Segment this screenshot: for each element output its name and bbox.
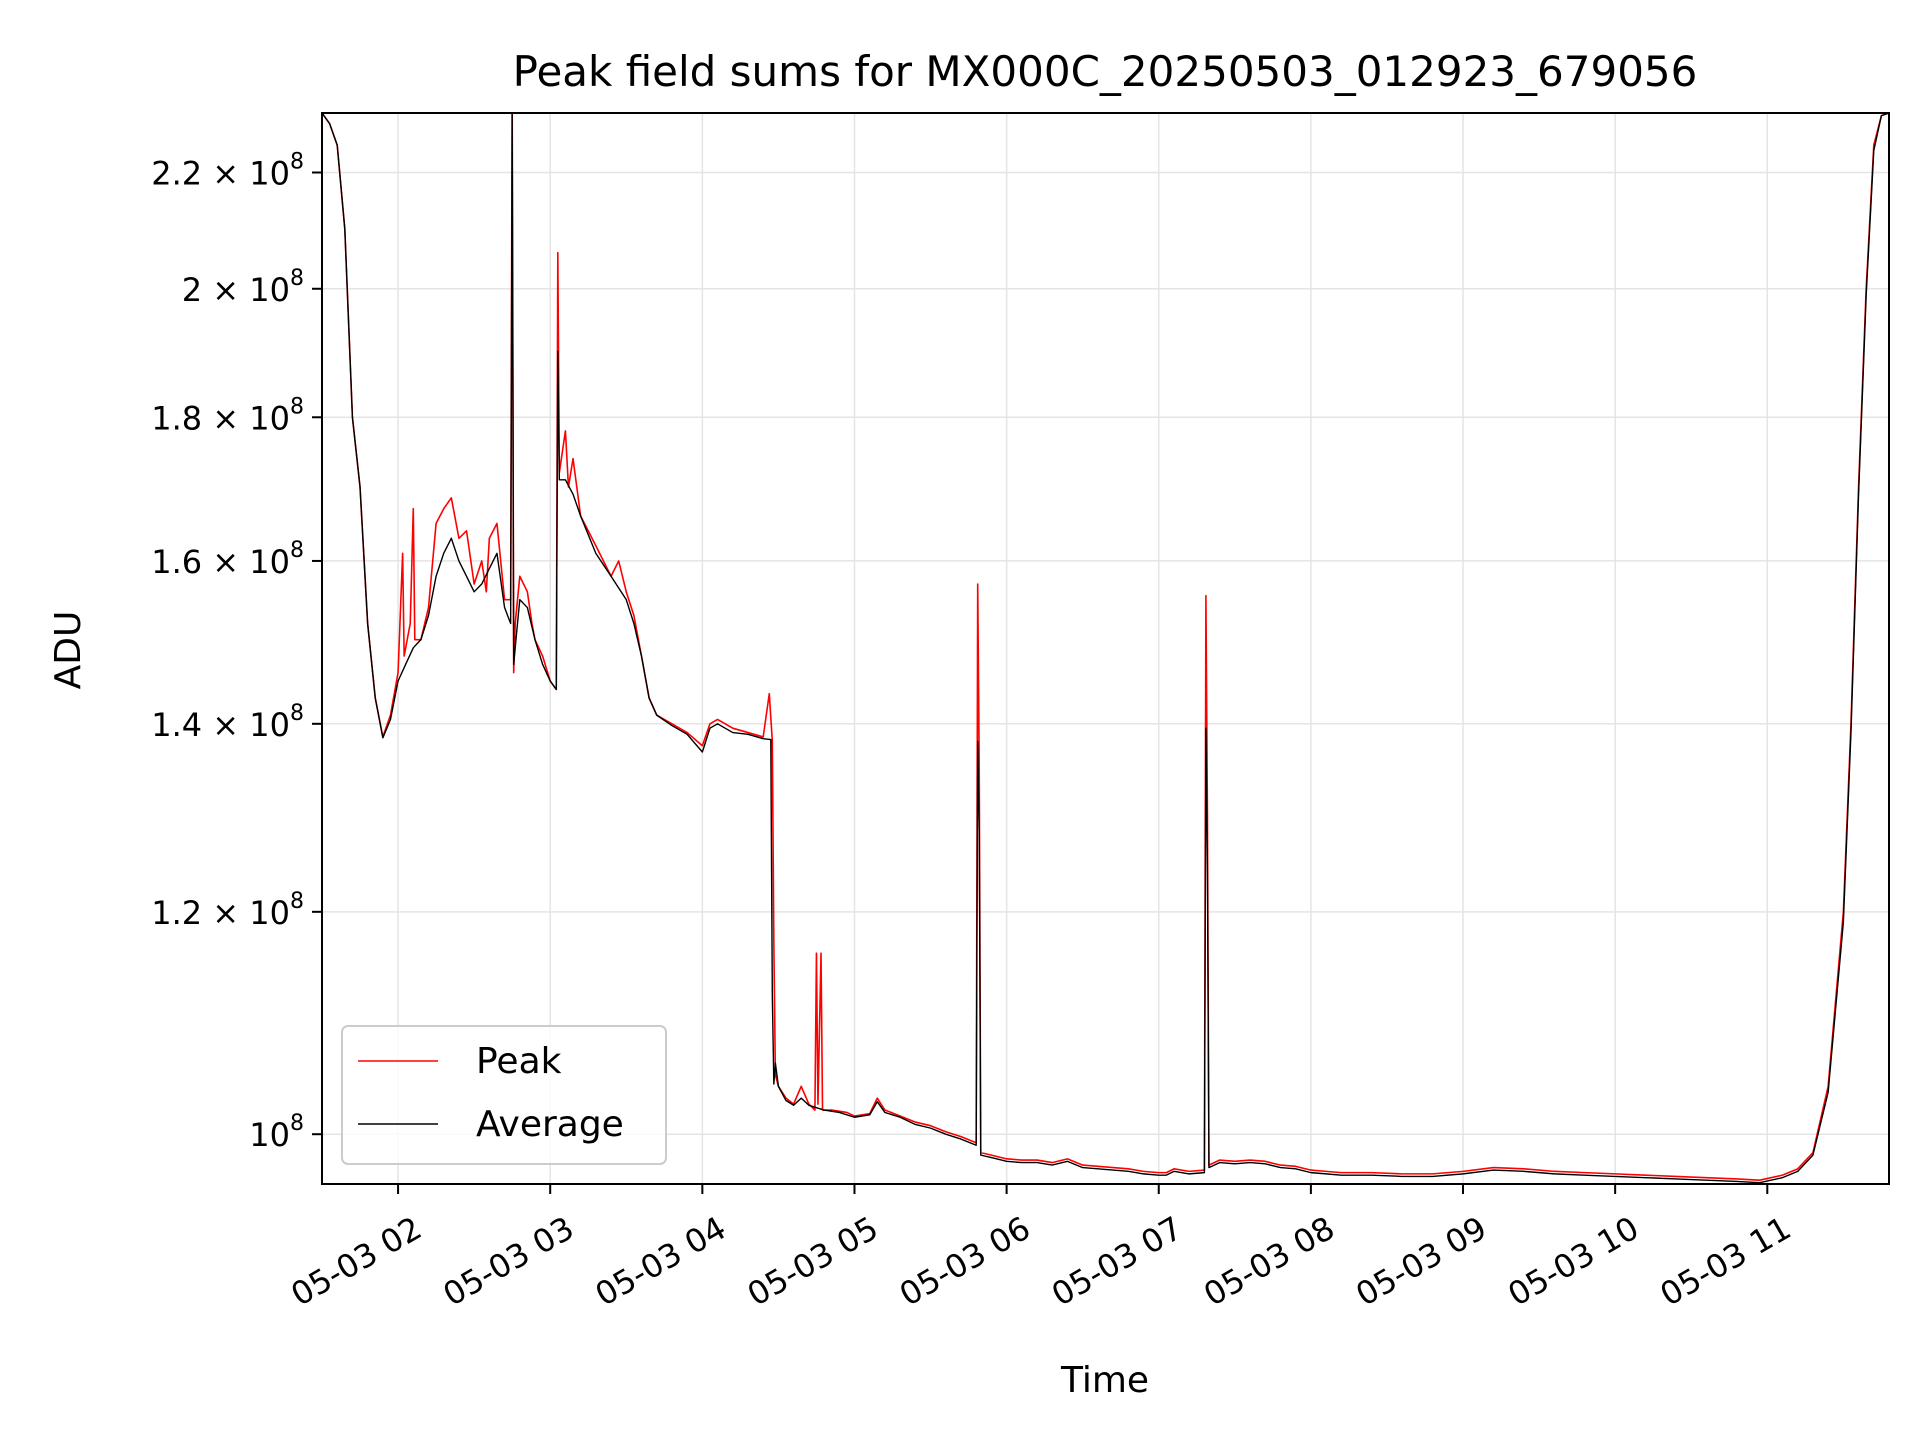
y-tick-exponent: 8: [290, 1111, 304, 1136]
y-tick-base: 1.6 × 10: [151, 543, 290, 581]
y-tick-exponent: 8: [290, 889, 304, 914]
y-tick-base: 1.4 × 10: [151, 706, 290, 744]
grid: [322, 113, 1889, 1184]
y-tick-label: 1.4 × 108: [151, 701, 304, 744]
y-tick-label: 1.2 × 108: [151, 889, 304, 932]
chart-title: Peak field sums for MX000C_20250503_0129…: [513, 47, 1698, 96]
y-tick-base: 10: [249, 1116, 290, 1154]
plot-frame: [321, 112, 1890, 1185]
y-tick-label: 1.8 × 108: [151, 394, 304, 437]
y-tick-base: 2 × 10: [182, 271, 290, 309]
series-layer: [322, 113, 1889, 1184]
y-tick-exponent: 8: [290, 266, 304, 291]
y-tick-exponent: 8: [290, 394, 304, 419]
y-tick-label: 1.6 × 108: [151, 538, 304, 581]
x-axis-label: Time: [1060, 1360, 1149, 1401]
y-tick-label: 2.2 × 108: [151, 150, 304, 193]
legend: Peak Average: [341, 1025, 667, 1165]
y-axis-label: ADU: [48, 611, 89, 690]
y-tick-label: 2 × 108: [182, 266, 304, 309]
series-line-peak: [322, 113, 1889, 1181]
y-tick-base: 2.2 × 10: [151, 155, 290, 193]
legend-label-average: Average: [476, 1104, 624, 1145]
legend-label-peak: Peak: [476, 1041, 562, 1082]
series-line-average: [322, 113, 1889, 1184]
y-tick-exponent: 8: [290, 701, 304, 726]
y-tick-base: 1.8 × 10: [151, 399, 290, 437]
y-tick-base: 1.2 × 10: [151, 894, 290, 932]
y-tick-label: 108: [249, 1111, 304, 1154]
y-tick-exponent: 8: [290, 150, 304, 175]
y-tick-exponent: 8: [290, 538, 304, 563]
